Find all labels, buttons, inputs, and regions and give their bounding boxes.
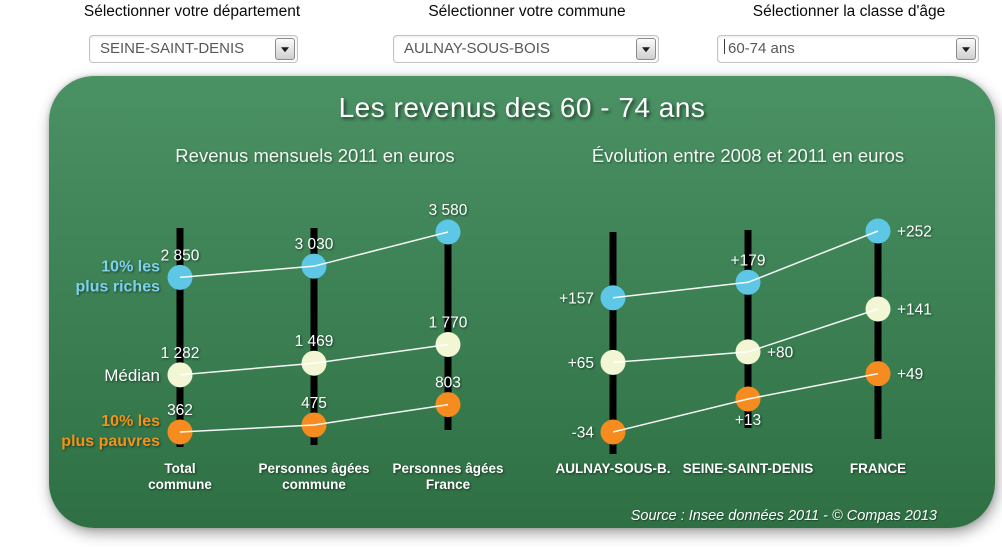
trend-line [612,372,879,433]
trend-line [179,231,449,279]
category-line: Personnes âgées [392,461,503,476]
category-label: AULNAY-SOUS-B. [555,461,670,476]
value-label: 3 030 [295,236,334,253]
commune-label: Sélectionner votre commune [428,3,626,20]
legend-line: 10% les [101,413,160,430]
trend-lines [612,230,879,433]
category-line: France [426,477,471,492]
commune-selected-value: AULNAY-SOUS-BOIS [404,40,550,57]
age-class-combobox[interactable]: 60-74 ans [717,35,979,63]
category-label: Personnes âgées commune [258,461,369,492]
range-bar [744,230,752,428]
commune-select[interactable]: AULNAY-SOUS-BOIS [393,35,659,63]
text-cursor [724,39,725,54]
chevron-down-glyph [962,47,970,53]
range-bar [310,228,318,445]
category-label: SEINE-SAINT-DENIS [683,461,814,476]
value-label: +13 [735,412,761,429]
charts-canvas: 2 850 3 030 3 580 10% les plus riches 1 282 1 … [61,202,932,492]
trend-line [179,403,449,433]
left-chart-title: Revenus mensuels 2011 en euros [175,145,455,166]
chevron-down-glyph [642,47,650,53]
category-line: commune [282,477,346,492]
category-line: SEINE-SAINT-DENIS [683,461,814,476]
panel-title: Les revenus des 60 - 74 ans [338,92,706,123]
value-label: +157 [559,290,594,307]
legend-label: 10% les plus riches [76,258,161,295]
chevron-down-icon[interactable] [275,38,295,60]
category-line: commune [148,477,212,492]
value-label: 3 580 [429,202,468,219]
age-class-selected-value: 60-74 ans [728,40,795,57]
value-label: 1 770 [429,314,468,331]
value-label: 803 [435,375,461,392]
range-bars [176,228,452,447]
right-chart-title: Évolution entre 2008 et 2011 en euros [591,145,905,166]
value-label: 362 [167,402,193,419]
source-note: Source : Insee données 2011 - © Compas 2… [630,508,937,524]
value-label: +141 [897,302,932,319]
value-label: +80 [767,344,794,361]
value-label: 1 469 [295,333,334,350]
range-bars [609,228,882,454]
trend-line [612,308,879,364]
chart-labels: +157 +179 +252 +65 +80 +141 -34 +13 +49 AULNAY-SO… [555,224,931,477]
category-line: Total [164,461,195,476]
chevron-down-icon[interactable] [956,38,976,60]
value-label: +65 [568,355,594,372]
legend-label: 10% les plus pauvres [61,413,160,450]
revenue-panel: Les revenus des 60 - 74 ans Revenus mens… [49,76,995,528]
trend-lines [179,231,449,433]
category-label: FRANCE [850,461,906,476]
value-label: 1 282 [161,345,200,362]
range-bar [874,228,882,439]
value-label: 2 850 [161,247,200,264]
legend-label: Médian [104,366,160,385]
value-label: +179 [731,252,766,269]
category-line: Personnes âgées [258,461,369,476]
range-bar [609,232,617,454]
category-label: Personnes âgées France [392,461,503,492]
departement-select[interactable]: SEINE-SAINT-DENIS [89,35,298,63]
legend-line: plus pauvres [61,433,160,450]
value-label: +49 [897,366,923,383]
category-label: Total commune [148,461,212,492]
category-line: AULNAY-SOUS-B. [555,461,670,476]
category-line: FRANCE [850,461,906,476]
value-label: 475 [301,395,327,412]
legend-line: 10% les [101,258,160,275]
legend-line: plus riches [76,278,161,295]
age-class-label: Sélectionner la classe d'âge [752,3,946,20]
departement-label: Sélectionner votre département [83,3,301,20]
value-label: +252 [897,224,932,241]
range-bar [444,232,452,430]
trend-line [612,230,879,299]
value-label: -34 [572,425,595,442]
chevron-down-glyph [281,47,289,53]
departement-selected-value: SEINE-SAINT-DENIS [100,40,245,57]
range-bar [176,228,184,447]
trend-line [179,343,449,376]
chart-labels: 2 850 3 030 3 580 10% les plus riches 1 282 1 … [61,202,503,492]
chevron-down-icon[interactable] [636,38,656,60]
legend-line: Médian [104,366,160,385]
